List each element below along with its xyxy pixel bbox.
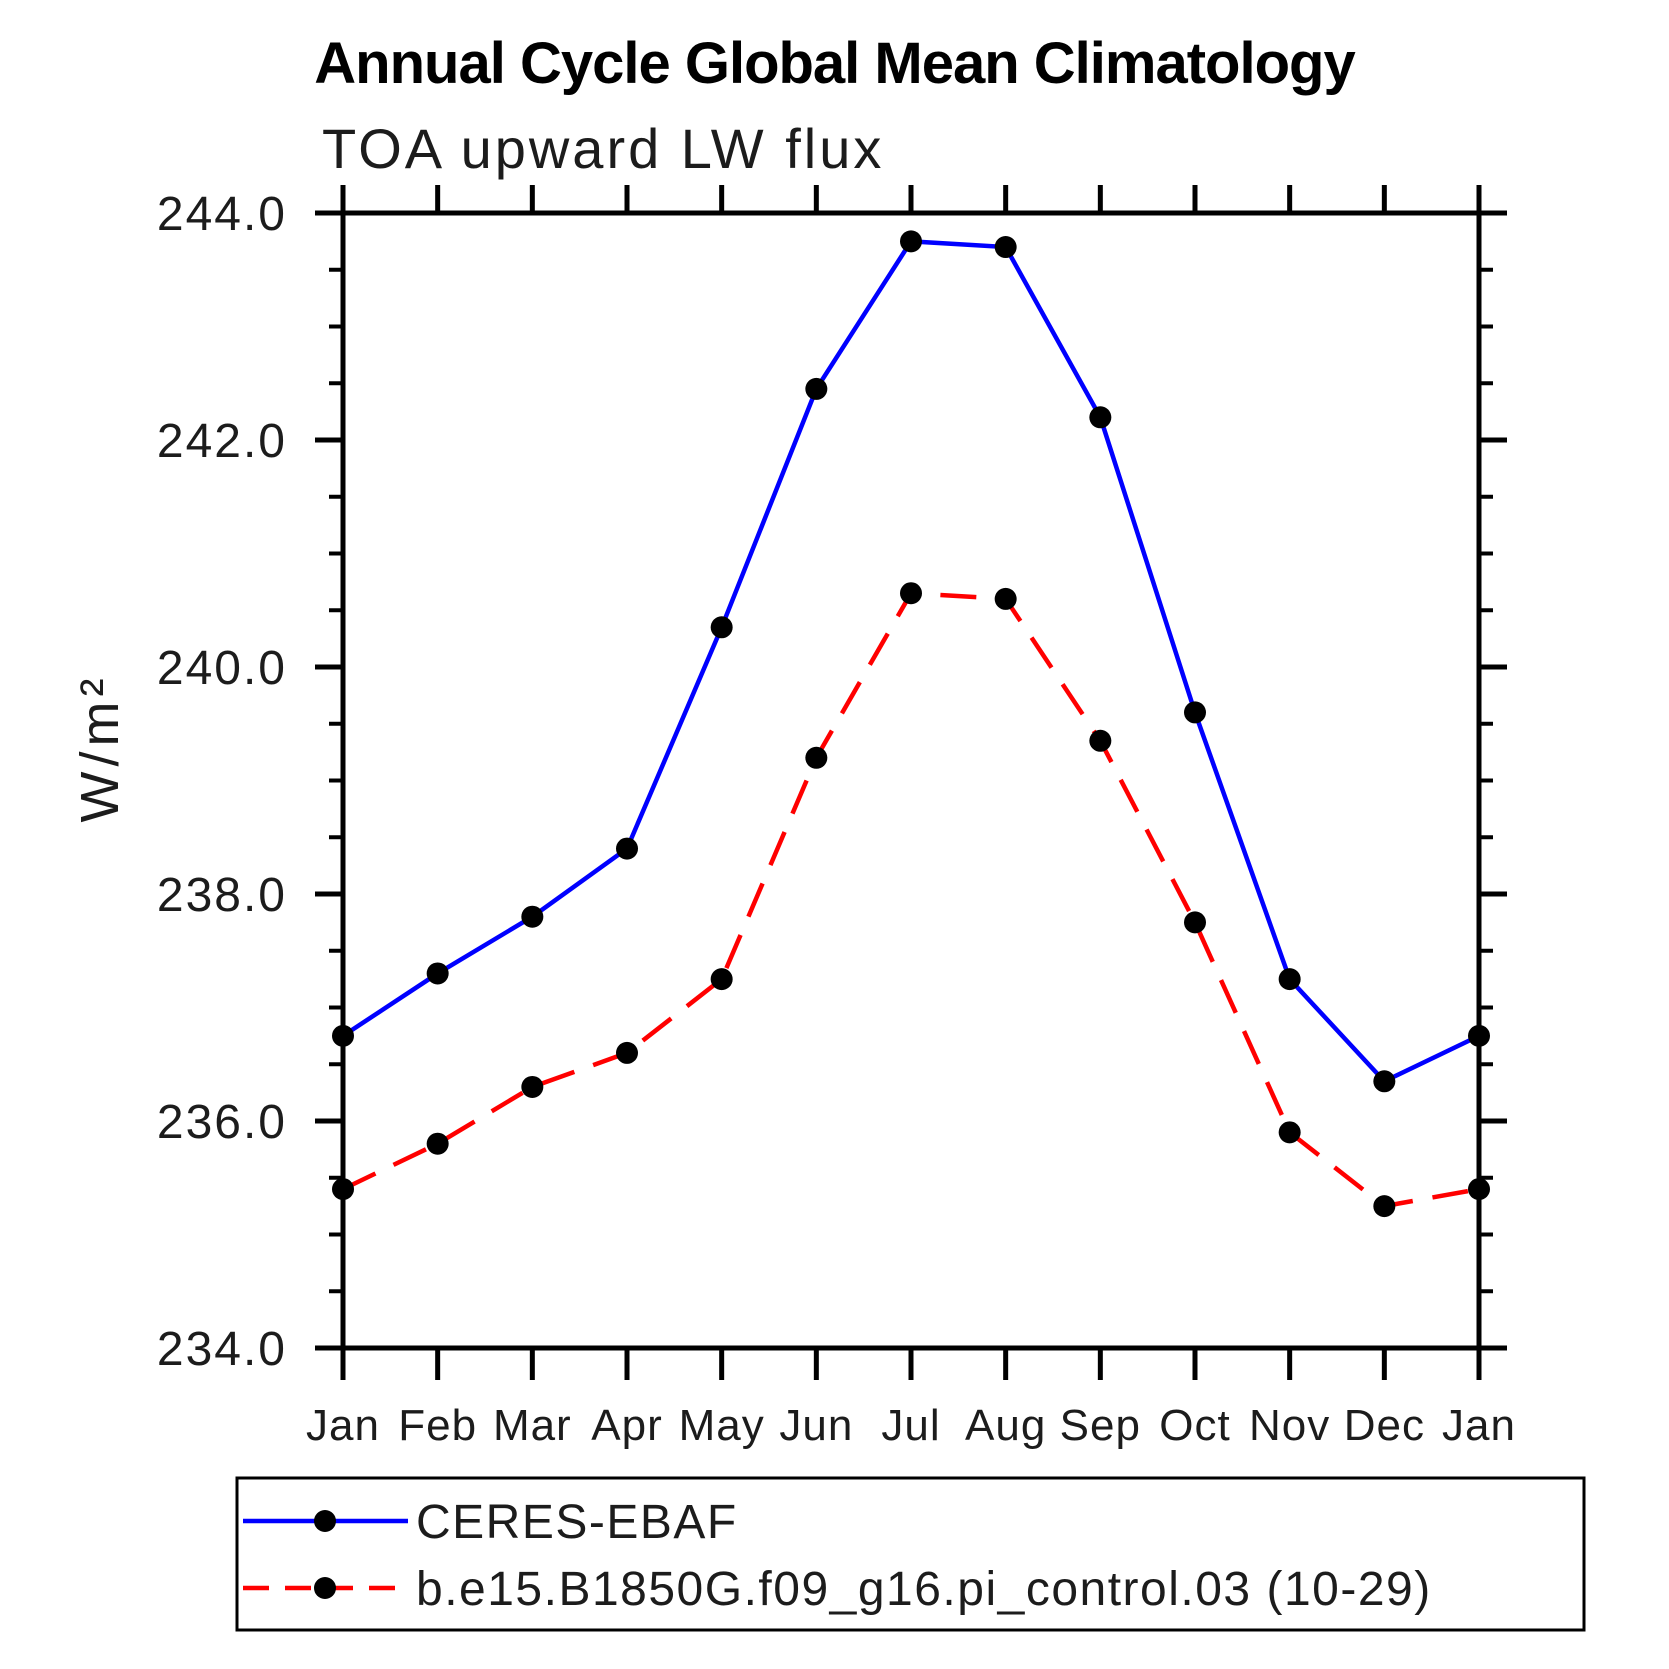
data-point-marker [1373, 1070, 1396, 1093]
legend-label: b.e15.B1850G.f09_g16.pi_control.03 (10-2… [416, 1563, 1432, 1616]
x-axis-tick-label: Jun [779, 1401, 853, 1450]
legend-box [235, 1476, 1586, 1632]
data-point-marker [1373, 1195, 1396, 1218]
legend-marker [314, 1510, 336, 1532]
x-axis-tick-label: Jan [1442, 1401, 1516, 1450]
data-point-marker [1089, 406, 1112, 429]
x-axis-tick-label: Jan [306, 1401, 380, 1450]
series-line-1 [342, 590, 1480, 1209]
data-point-marker [1468, 1178, 1490, 1201]
x-axis-tick-label: Aug [965, 1401, 1046, 1450]
data-point-marker [900, 582, 922, 605]
data-point-marker [994, 587, 1017, 610]
y-axis-tick-label: 244.0 [157, 188, 287, 241]
data-point-marker [521, 905, 544, 928]
legend-marker [314, 1577, 336, 1599]
data-point-marker [1184, 701, 1206, 724]
y-axis-tick-label: 238.0 [157, 869, 287, 922]
x-axis-tick-label: Nov [1249, 1401, 1330, 1450]
x-axis-tick-label: Sep [1060, 1401, 1141, 1450]
plot-box [340, 210, 1482, 1351]
data-point-marker [900, 230, 922, 253]
chart-title: Annual Cycle Global Mean Climatology [314, 31, 1355, 96]
x-axis-tick-label: May [679, 1401, 765, 1450]
chart-subtitle: TOA upward LW flux [322, 117, 885, 180]
data-point-marker [994, 236, 1017, 259]
x-axis-tick-label: Apr [591, 1401, 662, 1450]
data-point-marker [710, 968, 733, 991]
data-point-marker [1278, 968, 1301, 991]
data-point-marker [616, 837, 638, 860]
data-point-marker [1278, 1121, 1301, 1144]
data-point-marker [805, 377, 828, 400]
x-axis-tick-label: Mar [493, 1401, 572, 1450]
data-point-marker [616, 1041, 638, 1064]
x-axis-tick-label: Feb [398, 1401, 477, 1450]
data-point-marker [426, 1132, 449, 1155]
data-point-marker [710, 616, 733, 639]
data-point-marker [805, 746, 828, 769]
y-axis-tick-label: 240.0 [157, 642, 287, 695]
data-point-marker [1089, 729, 1112, 752]
x-axis-tick-label: Oct [1159, 1401, 1230, 1450]
y-axis-tick-label: 234.0 [157, 1323, 287, 1376]
x-axis-tick-label: Dec [1344, 1401, 1425, 1450]
data-point-marker [521, 1075, 544, 1098]
series-line-0 [341, 239, 1480, 1085]
y-axis-tick-label: 242.0 [157, 415, 287, 468]
data-point-marker [426, 962, 449, 985]
data-point-marker [1184, 911, 1206, 934]
data-point-marker [332, 1178, 354, 1201]
data-point-marker [1468, 1024, 1490, 1047]
x-axis-tick-label: Jul [881, 1401, 940, 1450]
legend-label: CERES-EBAF [416, 1496, 738, 1549]
data-point-marker [332, 1024, 354, 1047]
y-axis-tick-label: 236.0 [157, 1096, 287, 1149]
